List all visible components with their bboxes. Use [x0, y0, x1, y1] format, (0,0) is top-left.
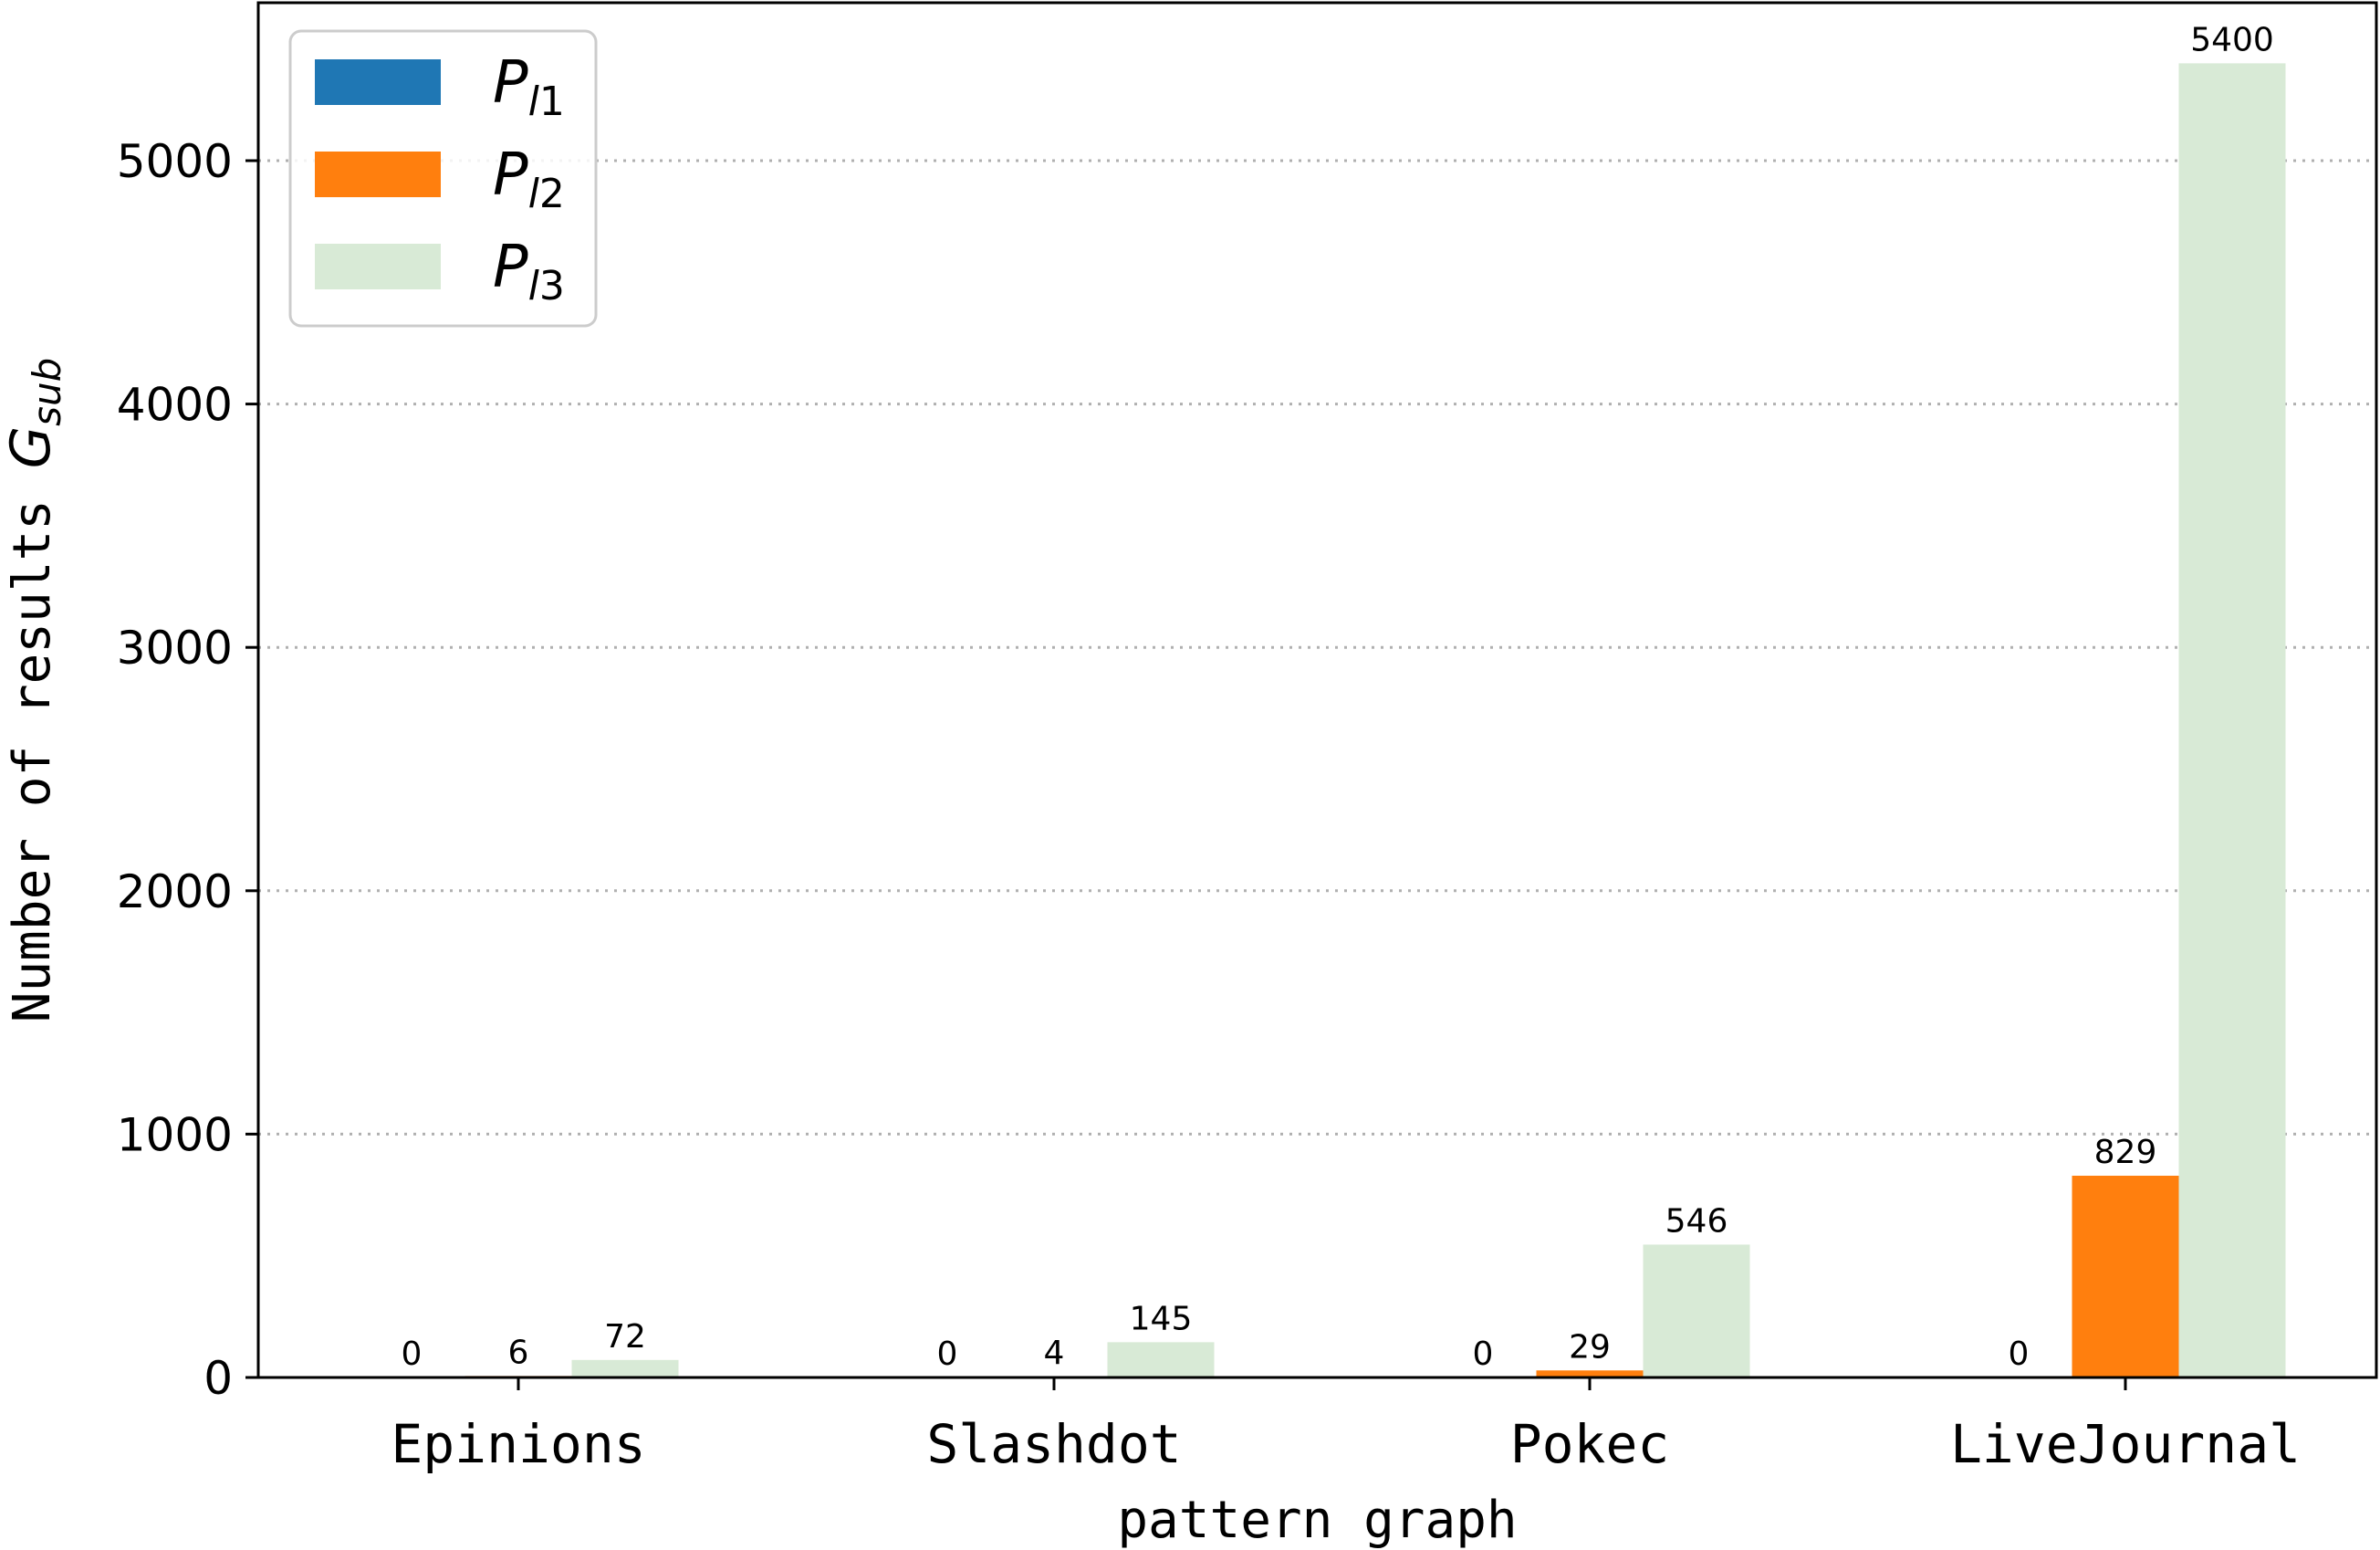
y-axis-title-math-sub: sub: [25, 358, 69, 426]
data-label: 4: [1044, 1335, 1065, 1372]
bar-P_l2-Pokec: [1536, 1370, 1644, 1377]
axes-frame: [256, 1, 2378, 1379]
data-label: 0: [2009, 1335, 2030, 1373]
y-tick-label: 2000: [117, 865, 233, 918]
x-axis: Epinions Slashdot Pokec LiveJournal: [391, 1377, 2301, 1475]
y-axis-title: Number of results Gsub: [0, 358, 69, 1023]
y-axis: 0 1000 2000 3000 4000 5000: [117, 135, 258, 1405]
x-tick-label: Pokec: [1510, 1413, 1670, 1475]
bar-P_l3-LiveJournal: [2178, 63, 2286, 1378]
data-label: 6: [508, 1334, 529, 1371]
grid-lines: [258, 159, 2376, 1136]
bar-P_l2-LiveJournal: [2072, 1175, 2179, 1377]
data-label: 0: [937, 1335, 958, 1373]
legend-swatch: [315, 244, 441, 289]
data-label: 29: [1569, 1328, 1611, 1366]
legend-swatch: [315, 59, 441, 105]
x-tick-label: LiveJournal: [1950, 1413, 2301, 1475]
x-tick-label: Slashdot: [926, 1413, 1181, 1475]
y-tick-label: 0: [204, 1352, 233, 1405]
legend-label: Pl2: [493, 141, 565, 217]
legend-label: Pl3: [493, 234, 565, 309]
legend-swatch: [315, 152, 441, 197]
y-axis-title-text: Number of results: [3, 468, 62, 1022]
y-tick-label: 4000: [117, 379, 233, 432]
data-label: 5400: [2190, 21, 2274, 58]
data-label: 145: [1130, 1300, 1193, 1337]
bar-P_l3-Epinions: [571, 1359, 679, 1377]
x-tick-label: Epinions: [391, 1413, 645, 1475]
bar-P_l3-Slashdot: [1107, 1342, 1215, 1377]
data-label: 829: [2094, 1134, 2157, 1171]
data-label: 0: [402, 1335, 423, 1373]
data-labels: 0 0 0 0 6 4 29 829 72 145 546 5400: [402, 21, 2274, 1373]
legend-label: Pl1: [493, 49, 565, 125]
data-label: 0: [1473, 1335, 1494, 1373]
bar-P_l3-Pokec: [1643, 1244, 1750, 1377]
data-label: 72: [604, 1318, 646, 1356]
data-label: 546: [1665, 1202, 1728, 1240]
y-tick-label: 1000: [117, 1108, 233, 1161]
y-axis-title-math: G: [0, 426, 63, 469]
legend: Pl1 Pl2 Pl3: [288, 29, 598, 328]
y-tick-label: 3000: [117, 622, 233, 675]
y-tick-label: 5000: [117, 135, 233, 188]
x-axis-title: pattern graph: [1117, 1491, 1517, 1550]
bars: [465, 63, 2286, 1378]
